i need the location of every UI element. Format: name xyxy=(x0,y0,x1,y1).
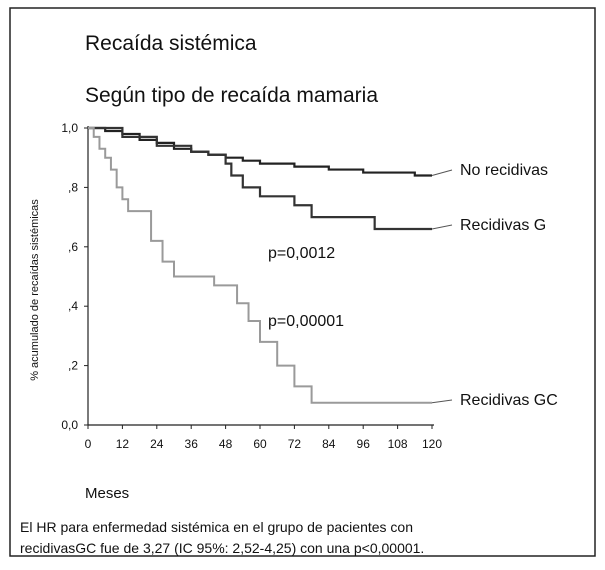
y-tick-label: ,2 xyxy=(68,359,78,373)
footnote: recidivasGC fue de 3,27 (IC 95%: 2,52-4,… xyxy=(20,540,424,556)
survival-line xyxy=(88,127,432,404)
y-tick-label: 0,0 xyxy=(61,418,78,432)
leader-line xyxy=(431,224,453,230)
x-tick-label: 12 xyxy=(116,437,130,451)
annotation: p=0,0012 xyxy=(268,245,335,262)
y-tick-label: 1,0 xyxy=(61,121,78,135)
frame xyxy=(9,7,596,557)
chart-title: Recaída sistémica xyxy=(85,32,257,55)
survival-line xyxy=(88,126,432,231)
x-tick-label: 48 xyxy=(219,437,233,451)
footnote: El HR para enfermedad sistémica en el gr… xyxy=(20,519,413,535)
x-tick-label: 24 xyxy=(150,437,164,451)
y-axis-label: % acumulado de recaídas sistémicas xyxy=(29,199,41,381)
x-tick-label: 120 xyxy=(422,437,442,451)
series-label: Recidivas GC xyxy=(460,392,558,409)
y-tick-label: ,4 xyxy=(68,299,78,313)
x-tick-label: 60 xyxy=(253,437,267,451)
x-tick-label: 96 xyxy=(357,437,371,451)
chart-subtitle: Según tipo de recaída mamaria xyxy=(85,84,378,107)
x-tick-label: 84 xyxy=(322,437,336,451)
x-tick-label: 72 xyxy=(288,437,302,451)
leader-line xyxy=(431,169,453,177)
x-tick-label: 108 xyxy=(388,437,408,451)
y-tick-label: ,8 xyxy=(68,180,78,194)
annotation: p=0,00001 xyxy=(268,313,344,330)
leader-line xyxy=(431,399,453,404)
y-tick-label: ,6 xyxy=(68,240,78,254)
series-label: Recidivas G xyxy=(460,217,546,234)
x-tick-label: 36 xyxy=(185,437,199,451)
x-axis-label: Meses xyxy=(85,485,129,502)
x-tick-label: 0 xyxy=(85,437,92,451)
series-label: No recidivas xyxy=(460,162,548,179)
survival-line xyxy=(88,126,432,177)
